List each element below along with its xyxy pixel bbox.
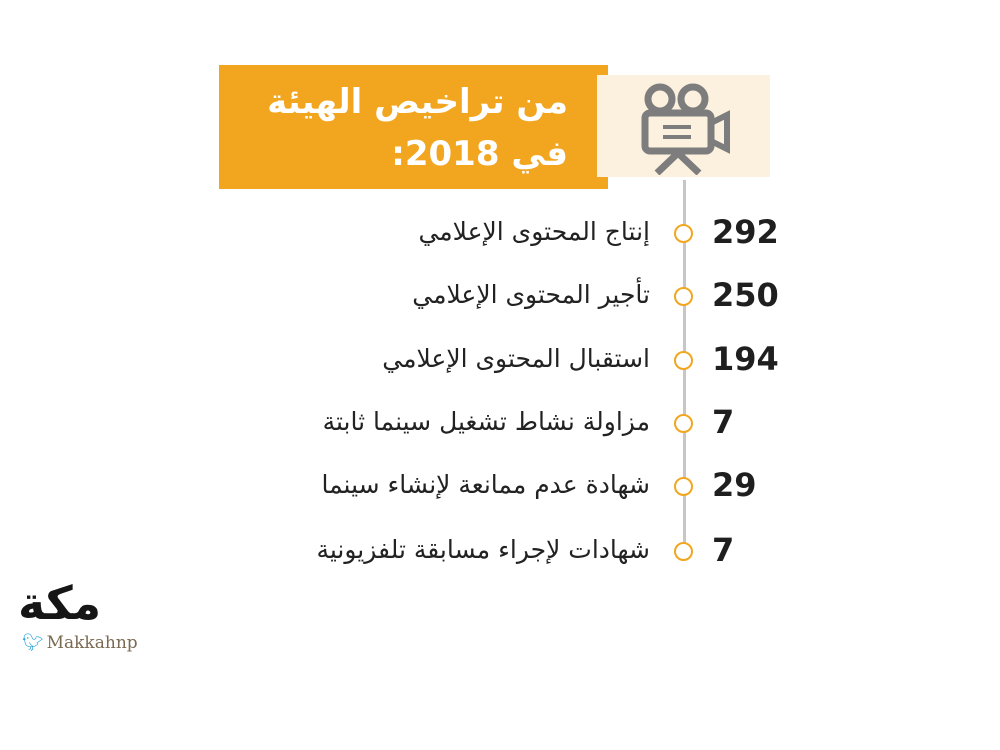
timeline-dot bbox=[674, 351, 693, 370]
icon-panel bbox=[597, 75, 770, 177]
logo-name: مكة bbox=[18, 576, 102, 630]
item-value: 7 bbox=[712, 531, 735, 569]
item-value: 7 bbox=[712, 403, 735, 441]
list-item: شهادة عدم ممانعة لإنشاء سينما 29 bbox=[0, 467, 1000, 507]
list-item: استقبال المحتوى الإعلامي 194 bbox=[0, 341, 1000, 381]
item-label: شهادات لإجراء مسابقة تلفزيونية bbox=[316, 535, 650, 564]
item-value: 194 bbox=[712, 340, 779, 378]
item-label: مزاولة نشاط تشغيل سينما ثابتة bbox=[322, 407, 650, 436]
item-label: إنتاج المحتوى الإعلامي bbox=[418, 217, 650, 246]
header-banner: من تراخيص الهيئة في 2018: bbox=[219, 65, 608, 189]
timeline-dot bbox=[674, 477, 693, 496]
list-item: مزاولة نشاط تشغيل سينما ثابتة 7 bbox=[0, 404, 1000, 444]
list-item: شهادات لإجراء مسابقة تلفزيونية 7 bbox=[0, 532, 1000, 572]
header-title-line1: من تراخيص الهيئة bbox=[267, 82, 568, 122]
twitter-handle-text: Makkahnp bbox=[46, 633, 138, 653]
timeline-dot bbox=[674, 224, 693, 243]
newspaper-logo: مكة 🐦︎ Makkahnp bbox=[10, 575, 180, 665]
film-camera-icon bbox=[641, 83, 730, 175]
twitter-handle: 🐦︎ Makkahnp bbox=[22, 633, 138, 653]
item-value: 292 bbox=[712, 213, 779, 251]
item-value: 29 bbox=[712, 466, 757, 504]
timeline-dot bbox=[674, 542, 693, 561]
item-label: شهادة عدم ممانعة لإنشاء سينما bbox=[321, 470, 650, 499]
header-title-line2: في 2018: bbox=[391, 134, 568, 174]
timeline-dot bbox=[674, 414, 693, 433]
item-value: 250 bbox=[712, 276, 779, 314]
item-label: تأجير المحتوى الإعلامي bbox=[412, 280, 650, 309]
item-label: استقبال المحتوى الإعلامي bbox=[382, 344, 650, 373]
timeline-dot bbox=[674, 287, 693, 306]
timeline-line bbox=[683, 180, 686, 560]
list-item: تأجير المحتوى الإعلامي 250 bbox=[0, 277, 1000, 317]
twitter-bird-icon: 🐦︎ bbox=[22, 633, 44, 653]
list-item: إنتاج المحتوى الإعلامي 292 bbox=[0, 214, 1000, 254]
